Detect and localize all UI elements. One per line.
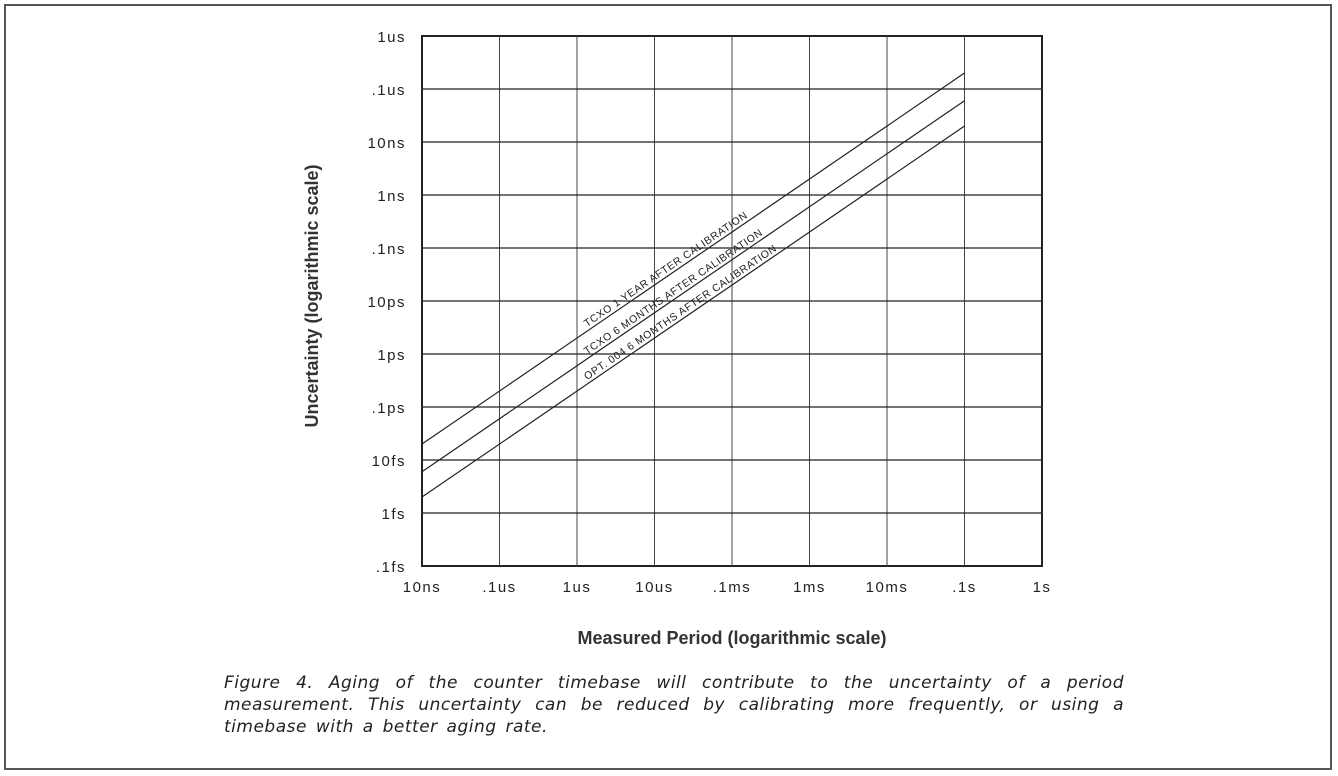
y-tick-label: 10ps: [367, 294, 406, 311]
y-tick-label: 1ns: [377, 188, 406, 205]
x-tick-label: .1ms: [713, 579, 752, 596]
y-tick-labels: .1fs 1fs 10fs .1ps 1ps 10ps .1ns 1ns 10ns .1us 1us: [367, 29, 406, 576]
y-tick-label: 1fs: [381, 506, 406, 523]
y-tick-label: 10ns: [367, 135, 406, 152]
figure-frame: .1fs 1fs 10fs .1ps 1ps 10ps .1ns 1ns 10ns .1us 1us…: [4, 4, 1332, 770]
x-tick-label: 1ms: [793, 579, 826, 596]
grid-lines: [422, 36, 1042, 566]
y-tick-label: 1ps: [377, 347, 406, 364]
x-tick-label: 10ns: [403, 579, 442, 596]
y-tick-label: .1us: [372, 82, 406, 99]
x-tick-label: 1s: [1033, 579, 1052, 596]
y-axis-label: Uncertainty (logarithmic scale): [302, 164, 322, 427]
y-tick-label: .1fs: [376, 559, 406, 576]
x-tick-label: 1us: [563, 579, 592, 596]
x-tick-labels: 10ns .1us 1us 10us .1ms 1ms 10ms .1s 1s: [403, 579, 1052, 596]
x-tick-label: .1s: [952, 579, 977, 596]
series-lines: [421, 72, 965, 498]
y-tick-label: 1us: [377, 29, 406, 46]
uncertainty-chart: .1fs 1fs 10fs .1ps 1ps 10ps .1ns 1ns 10ns .1us 1us…: [302, 29, 1052, 648]
series-line: [421, 100, 965, 473]
series-line: [421, 125, 965, 498]
figure-caption: Figure 4. Aging of the counter timebase …: [224, 673, 1124, 737]
x-tick-label: 10ms: [866, 579, 909, 596]
y-tick-label: 10fs: [372, 453, 406, 470]
y-tick-label: .1ps: [372, 400, 406, 417]
series-line: [421, 72, 965, 445]
x-tick-label: .1us: [482, 579, 516, 596]
x-tick-label: 10us: [635, 579, 674, 596]
x-axis-label: Measured Period (logarithmic scale): [577, 628, 886, 648]
y-tick-label: .1ns: [372, 241, 406, 258]
